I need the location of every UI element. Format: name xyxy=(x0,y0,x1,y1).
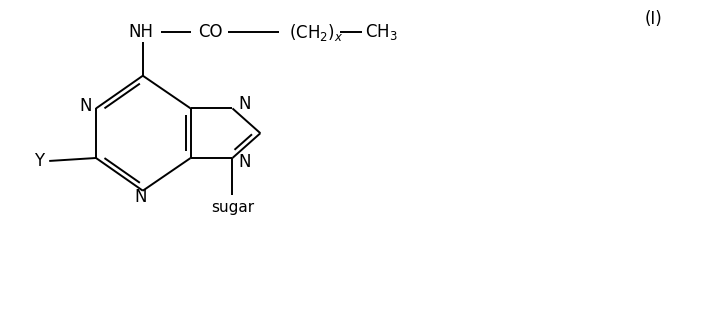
Text: CH$_3$: CH$_3$ xyxy=(365,22,397,42)
Text: (I): (I) xyxy=(645,10,662,28)
Text: NH: NH xyxy=(128,23,154,41)
Text: sugar: sugar xyxy=(211,200,254,215)
Text: N: N xyxy=(80,97,93,115)
Text: (CH$_2$)$_x$: (CH$_2$)$_x$ xyxy=(290,22,343,43)
Text: CO: CO xyxy=(198,23,223,41)
Text: N: N xyxy=(238,153,251,171)
Text: N: N xyxy=(135,187,147,206)
Text: Y: Y xyxy=(34,152,44,170)
Text: N: N xyxy=(238,95,251,114)
